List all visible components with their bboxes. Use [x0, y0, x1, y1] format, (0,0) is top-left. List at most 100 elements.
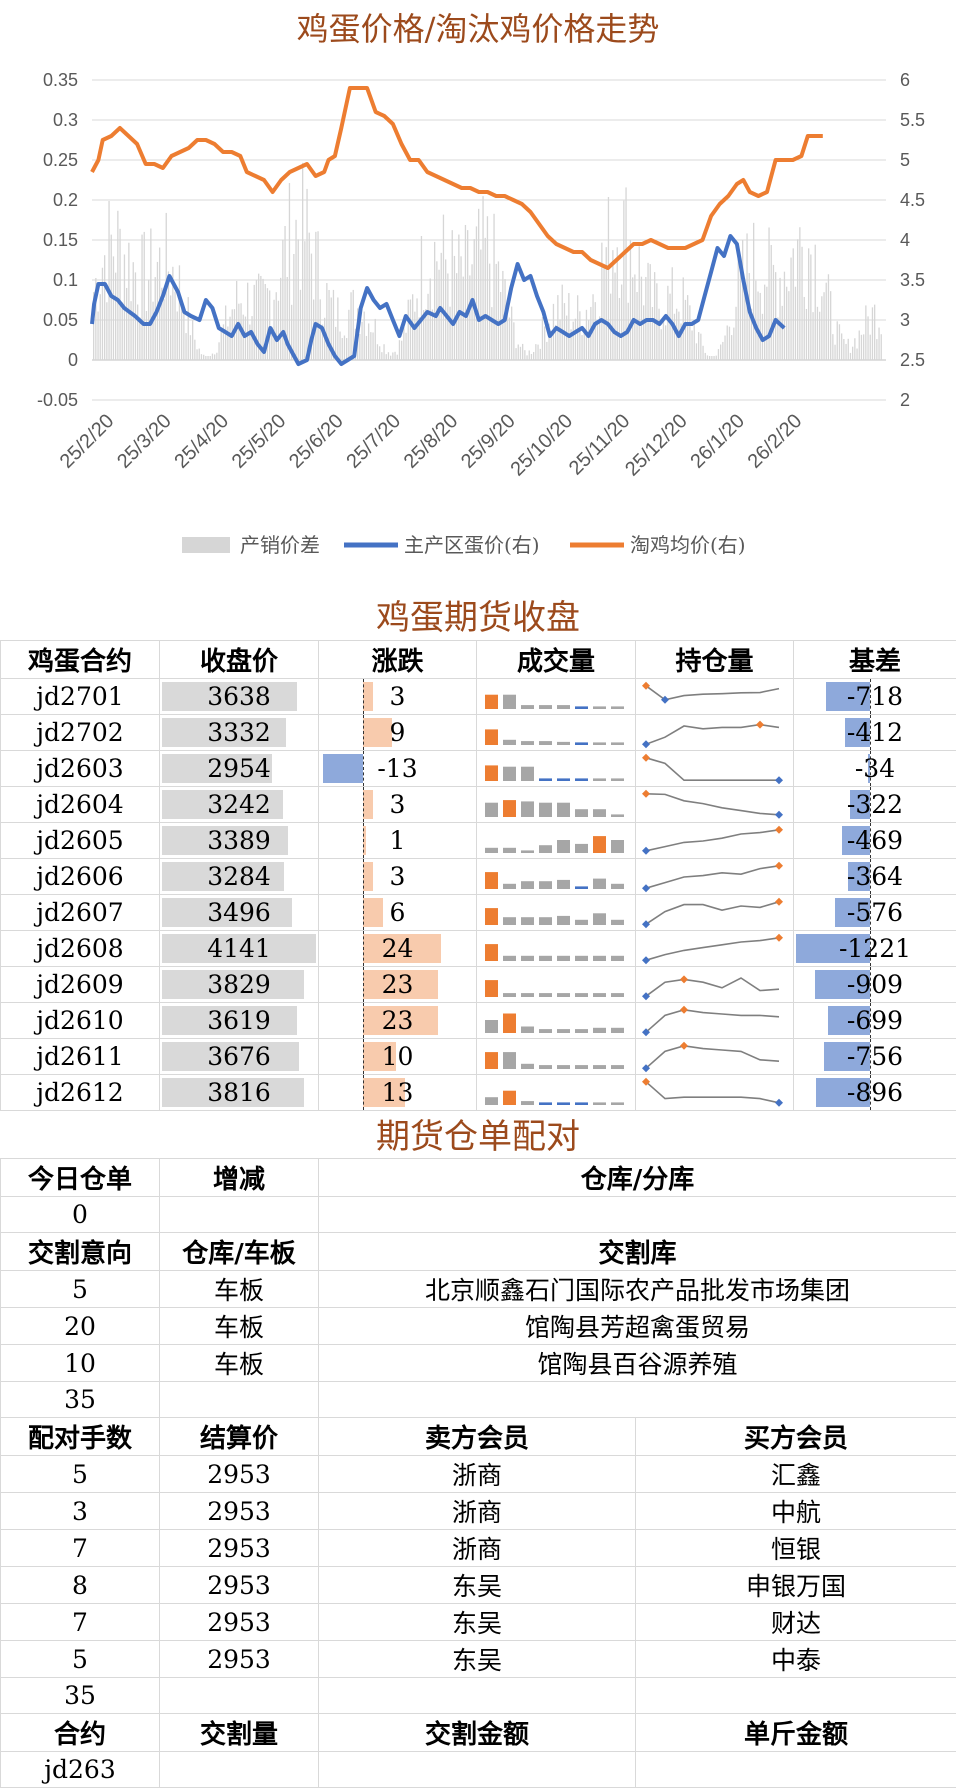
spread-bar — [458, 235, 459, 360]
spread-bar — [621, 285, 622, 360]
volume-cell — [477, 931, 636, 967]
spread-bar — [874, 305, 875, 360]
oi-high-marker — [775, 826, 783, 834]
contract-cell: jd2603 — [1, 751, 160, 787]
spread-bar — [872, 307, 873, 360]
spread-bar — [445, 259, 446, 360]
spread-bar — [647, 263, 648, 360]
blank-cell — [160, 1382, 319, 1418]
change-cell: 3 — [319, 679, 477, 715]
spread-bar — [524, 350, 525, 360]
spread-bar — [784, 272, 785, 360]
volume-column — [557, 916, 570, 925]
open-interest-cell — [636, 1075, 794, 1111]
pair-buyer: 中泰 — [636, 1641, 956, 1678]
spread-bar — [245, 317, 246, 360]
open-interest-cell — [636, 931, 794, 967]
spread-bar — [126, 288, 127, 360]
x-tick-label: 25/10/20 — [506, 410, 577, 481]
intent-total-row: 35 — [1, 1382, 956, 1418]
spread-bar — [361, 322, 362, 360]
x-tick-label: 25/8/20 — [400, 410, 463, 473]
volume-column — [503, 740, 516, 745]
spread-bar — [502, 271, 503, 360]
spread-bar — [652, 307, 653, 360]
close-value: 4141 — [207, 934, 271, 963]
oi-line — [646, 1046, 779, 1068]
spread-bar — [174, 292, 175, 360]
close-cell: 4141 — [160, 931, 319, 967]
spread-bar — [221, 330, 222, 360]
spread-bar — [793, 248, 794, 360]
spread-bar — [188, 297, 189, 360]
contract-cell: jd2611 — [1, 1039, 160, 1075]
close-cell: 3496 — [160, 895, 319, 931]
oi-sparkline — [636, 1003, 793, 1038]
delivery-contract: jd263 — [1, 1752, 160, 1788]
pair-lots: 7 — [1, 1530, 160, 1567]
spread-bar — [687, 295, 688, 360]
oi-sparkline — [636, 751, 793, 786]
oi-high-marker — [642, 790, 650, 798]
volume-column — [485, 908, 498, 925]
close-cell: 3676 — [160, 1039, 319, 1075]
spread-bar — [203, 355, 204, 360]
spread-bar — [119, 229, 120, 360]
volume-column — [611, 706, 624, 709]
futures-title: 鸡蛋期货收盘 — [0, 598, 956, 638]
legend-egg-label: 主产区蛋价(右) — [404, 533, 540, 557]
intent-type: 车板 — [160, 1308, 319, 1345]
basis-cell: -718 — [794, 679, 956, 715]
volume-column — [539, 1102, 552, 1105]
volume-column — [485, 803, 498, 817]
close-cell: 3284 — [160, 859, 319, 895]
pair-seller: 东吴 — [319, 1641, 636, 1678]
open-interest-cell — [636, 787, 794, 823]
header-basis: 基差 — [794, 641, 956, 679]
volume-sparkline — [477, 895, 635, 930]
change-cell: 3 — [319, 787, 477, 823]
close-value: 3389 — [207, 826, 271, 855]
spread-bar — [97, 311, 98, 360]
x-tick-label: 25/12/20 — [621, 410, 692, 481]
contract-cell: jd2612 — [1, 1075, 160, 1111]
spread-bar — [267, 288, 268, 360]
spread-bar — [414, 312, 415, 360]
price-trend-chart: 鸡蛋价格/淘汰鸡价格走势 0.350.30.250.20.150.10.050-… — [0, 0, 956, 570]
spread-bar — [702, 346, 703, 360]
close-cell: 3332 — [160, 715, 319, 751]
volume-cell — [477, 715, 636, 751]
spread-bar — [832, 334, 833, 360]
change-cell: 10 — [319, 1039, 477, 1075]
change-bar — [363, 682, 373, 711]
change-value: 23 — [382, 1006, 414, 1035]
oi-sparkline — [636, 823, 793, 858]
oi-line — [646, 1082, 779, 1103]
oi-line — [646, 1010, 779, 1032]
spread-bar — [658, 309, 659, 360]
spread-bar — [667, 286, 668, 360]
spread-bar — [537, 345, 538, 360]
x-tick-label: 25/5/20 — [228, 410, 291, 473]
volume-column — [521, 741, 534, 745]
spread-bar — [636, 292, 637, 360]
volume-column — [503, 695, 516, 709]
spread-bar — [229, 317, 230, 360]
header-receipt-change: 增减 — [160, 1159, 319, 1197]
x-tick-label: 26/2/20 — [744, 410, 807, 473]
spread-bar — [654, 272, 655, 360]
oi-line — [646, 978, 779, 996]
volume-column — [539, 778, 552, 781]
spread-bar — [614, 273, 615, 360]
volume-column — [557, 1065, 570, 1069]
receipt-change-value — [160, 1197, 319, 1233]
change-cell: 1 — [319, 823, 477, 859]
basis-value: -699 — [847, 1006, 903, 1035]
spread-bar — [471, 264, 472, 360]
volume-column — [593, 809, 606, 817]
spread-bar — [364, 312, 365, 360]
volume-column — [575, 809, 588, 817]
open-interest-cell — [636, 1003, 794, 1039]
